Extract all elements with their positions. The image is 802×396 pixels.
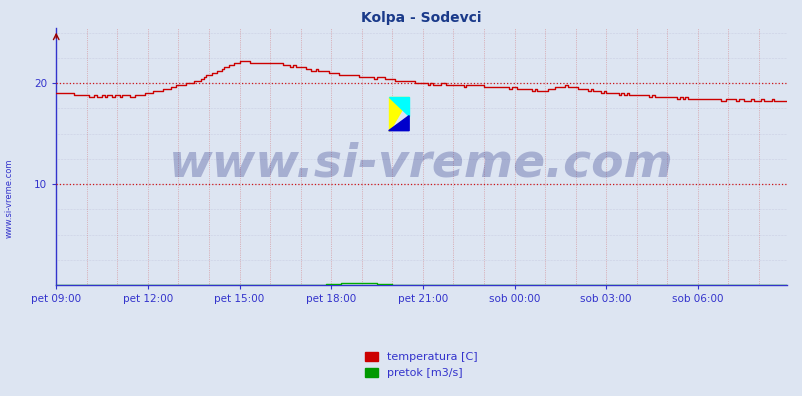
Text: www.si-vreme.com: www.si-vreme.com — [5, 158, 14, 238]
Polygon shape — [388, 97, 409, 116]
Polygon shape — [388, 116, 409, 131]
Legend: temperatura [C], pretok [m3/s]: temperatura [C], pretok [m3/s] — [360, 347, 482, 383]
Polygon shape — [388, 97, 409, 131]
Text: www.si-vreme.com: www.si-vreme.com — [169, 142, 673, 187]
Title: Kolpa - Sodevci: Kolpa - Sodevci — [361, 11, 481, 25]
